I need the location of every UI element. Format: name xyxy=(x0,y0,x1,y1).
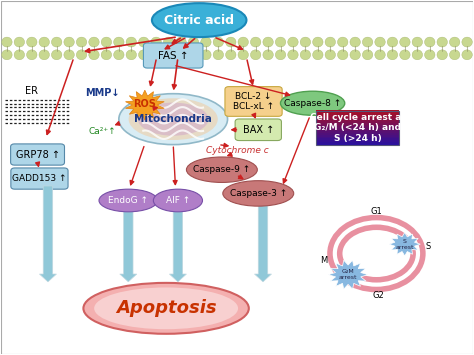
Ellipse shape xyxy=(263,37,273,47)
Ellipse shape xyxy=(325,50,336,60)
Ellipse shape xyxy=(387,50,398,60)
Text: Caspase-8 ↑: Caspase-8 ↑ xyxy=(284,99,341,108)
Ellipse shape xyxy=(128,98,218,140)
Ellipse shape xyxy=(201,50,211,60)
FancyBboxPatch shape xyxy=(316,135,399,137)
Text: BAX ↑: BAX ↑ xyxy=(243,125,274,135)
Ellipse shape xyxy=(101,37,111,47)
Text: G1: G1 xyxy=(371,207,383,216)
FancyBboxPatch shape xyxy=(316,131,399,133)
Ellipse shape xyxy=(288,50,298,60)
Ellipse shape xyxy=(99,189,157,212)
Ellipse shape xyxy=(126,37,137,47)
Ellipse shape xyxy=(164,50,174,60)
Ellipse shape xyxy=(27,37,37,47)
Ellipse shape xyxy=(313,37,323,47)
Ellipse shape xyxy=(94,288,238,329)
Ellipse shape xyxy=(325,37,336,47)
Ellipse shape xyxy=(250,37,261,47)
Ellipse shape xyxy=(186,157,257,182)
FancyBboxPatch shape xyxy=(316,110,399,113)
Text: Cytochrome c: Cytochrome c xyxy=(206,147,268,155)
FancyBboxPatch shape xyxy=(316,143,399,145)
Ellipse shape xyxy=(154,189,202,212)
Ellipse shape xyxy=(114,50,124,60)
Text: BCL-2 ↓
BCL-xL ↑: BCL-2 ↓ BCL-xL ↑ xyxy=(233,92,274,111)
Text: GADD153 ↑: GADD153 ↑ xyxy=(12,174,67,183)
Text: Caspase-9 ↑: Caspase-9 ↑ xyxy=(193,165,250,174)
Ellipse shape xyxy=(76,50,87,60)
Ellipse shape xyxy=(462,37,472,47)
Ellipse shape xyxy=(101,50,111,60)
Ellipse shape xyxy=(275,37,286,47)
Ellipse shape xyxy=(300,50,310,60)
Text: Cell cycle arrest at
G₂/M (<24 h) and
S (>24 h): Cell cycle arrest at G₂/M (<24 h) and S … xyxy=(310,113,405,143)
FancyArrow shape xyxy=(255,206,272,282)
Ellipse shape xyxy=(400,50,410,60)
Ellipse shape xyxy=(437,37,447,47)
Text: Mitochondria: Mitochondria xyxy=(134,114,212,124)
Ellipse shape xyxy=(76,37,87,47)
Text: FAS ↑: FAS ↑ xyxy=(158,50,189,60)
Ellipse shape xyxy=(275,50,286,60)
Ellipse shape xyxy=(313,50,323,60)
Polygon shape xyxy=(126,90,164,120)
Ellipse shape xyxy=(39,50,49,60)
Ellipse shape xyxy=(387,37,398,47)
Ellipse shape xyxy=(89,50,99,60)
Polygon shape xyxy=(328,260,368,289)
Ellipse shape xyxy=(64,50,74,60)
Ellipse shape xyxy=(176,50,186,60)
Text: ROS: ROS xyxy=(133,99,156,109)
Ellipse shape xyxy=(449,37,460,47)
Ellipse shape xyxy=(2,37,12,47)
FancyBboxPatch shape xyxy=(316,117,399,119)
Ellipse shape xyxy=(39,37,49,47)
Ellipse shape xyxy=(375,50,385,60)
Text: Ca²⁺↑: Ca²⁺↑ xyxy=(89,127,116,136)
FancyBboxPatch shape xyxy=(316,140,399,142)
Ellipse shape xyxy=(337,37,348,47)
Ellipse shape xyxy=(250,50,261,60)
Text: S
arrest: S arrest xyxy=(395,239,414,250)
Text: MMP↓: MMP↓ xyxy=(85,88,119,98)
Ellipse shape xyxy=(201,37,211,47)
Ellipse shape xyxy=(14,50,25,60)
FancyBboxPatch shape xyxy=(316,115,399,118)
Ellipse shape xyxy=(188,37,199,47)
Ellipse shape xyxy=(138,37,149,47)
Ellipse shape xyxy=(363,37,373,47)
Ellipse shape xyxy=(425,50,435,60)
Text: Apoptosis: Apoptosis xyxy=(116,299,217,317)
FancyBboxPatch shape xyxy=(316,136,399,138)
Ellipse shape xyxy=(449,50,460,60)
Ellipse shape xyxy=(412,50,422,60)
Ellipse shape xyxy=(337,50,348,60)
Ellipse shape xyxy=(126,50,137,60)
FancyBboxPatch shape xyxy=(316,112,399,114)
Ellipse shape xyxy=(213,50,224,60)
FancyBboxPatch shape xyxy=(316,114,399,116)
FancyArrow shape xyxy=(39,186,56,282)
Ellipse shape xyxy=(27,50,37,60)
Ellipse shape xyxy=(300,37,310,47)
Text: Caspase-3 ↑: Caspase-3 ↑ xyxy=(229,189,287,198)
Ellipse shape xyxy=(14,37,25,47)
FancyBboxPatch shape xyxy=(235,119,282,141)
Ellipse shape xyxy=(238,50,248,60)
FancyBboxPatch shape xyxy=(316,119,399,121)
Ellipse shape xyxy=(188,50,199,60)
Ellipse shape xyxy=(350,50,360,60)
FancyBboxPatch shape xyxy=(316,138,399,140)
Ellipse shape xyxy=(52,37,62,47)
Ellipse shape xyxy=(138,103,209,136)
FancyBboxPatch shape xyxy=(316,129,399,131)
Ellipse shape xyxy=(350,37,360,47)
Ellipse shape xyxy=(462,50,472,60)
Ellipse shape xyxy=(151,37,161,47)
Text: G2: G2 xyxy=(373,291,385,300)
Text: G₂M
arrest: G₂M arrest xyxy=(339,269,357,280)
FancyBboxPatch shape xyxy=(225,87,282,116)
FancyBboxPatch shape xyxy=(316,142,399,143)
